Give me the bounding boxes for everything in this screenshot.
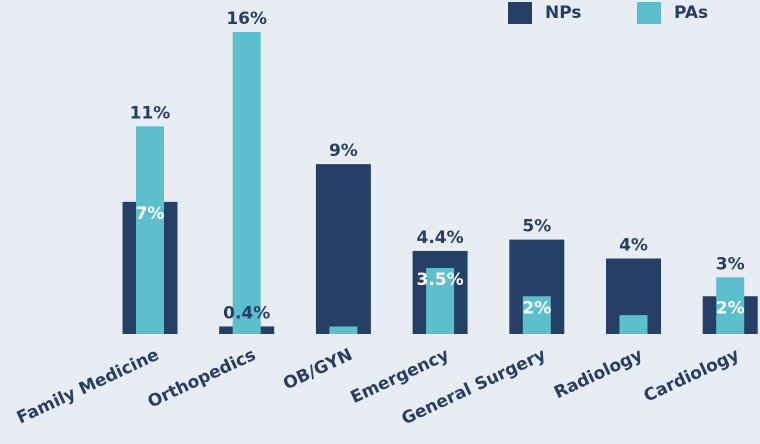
value-label: 2% [716,298,745,318]
bar [315,164,371,334]
value-label: 3.5% [417,270,464,290]
value-label: 5% [522,217,551,237]
legend-swatch [508,2,532,24]
bar [329,326,358,334]
value-label: 4.4% [417,228,464,248]
bar [232,32,261,334]
value-label: 2% [522,298,551,318]
bar [522,296,551,334]
legend-swatch [637,2,661,24]
value-label: 9% [329,141,358,161]
value-label: 3% [716,254,745,274]
value-label: 16% [226,9,267,29]
bar [619,315,648,334]
value-label: 0.4% [223,303,270,323]
legend-label: PAs [674,3,708,23]
value-label: 4% [619,236,648,256]
bar [136,126,164,334]
bar [426,267,455,334]
value-label: 7% [136,204,165,224]
value-label: 1% [619,292,648,312]
legend-label: NPs [545,3,582,23]
value-label: 11% [130,103,171,123]
value-label: 0.4% [320,303,367,323]
bar [716,277,745,334]
